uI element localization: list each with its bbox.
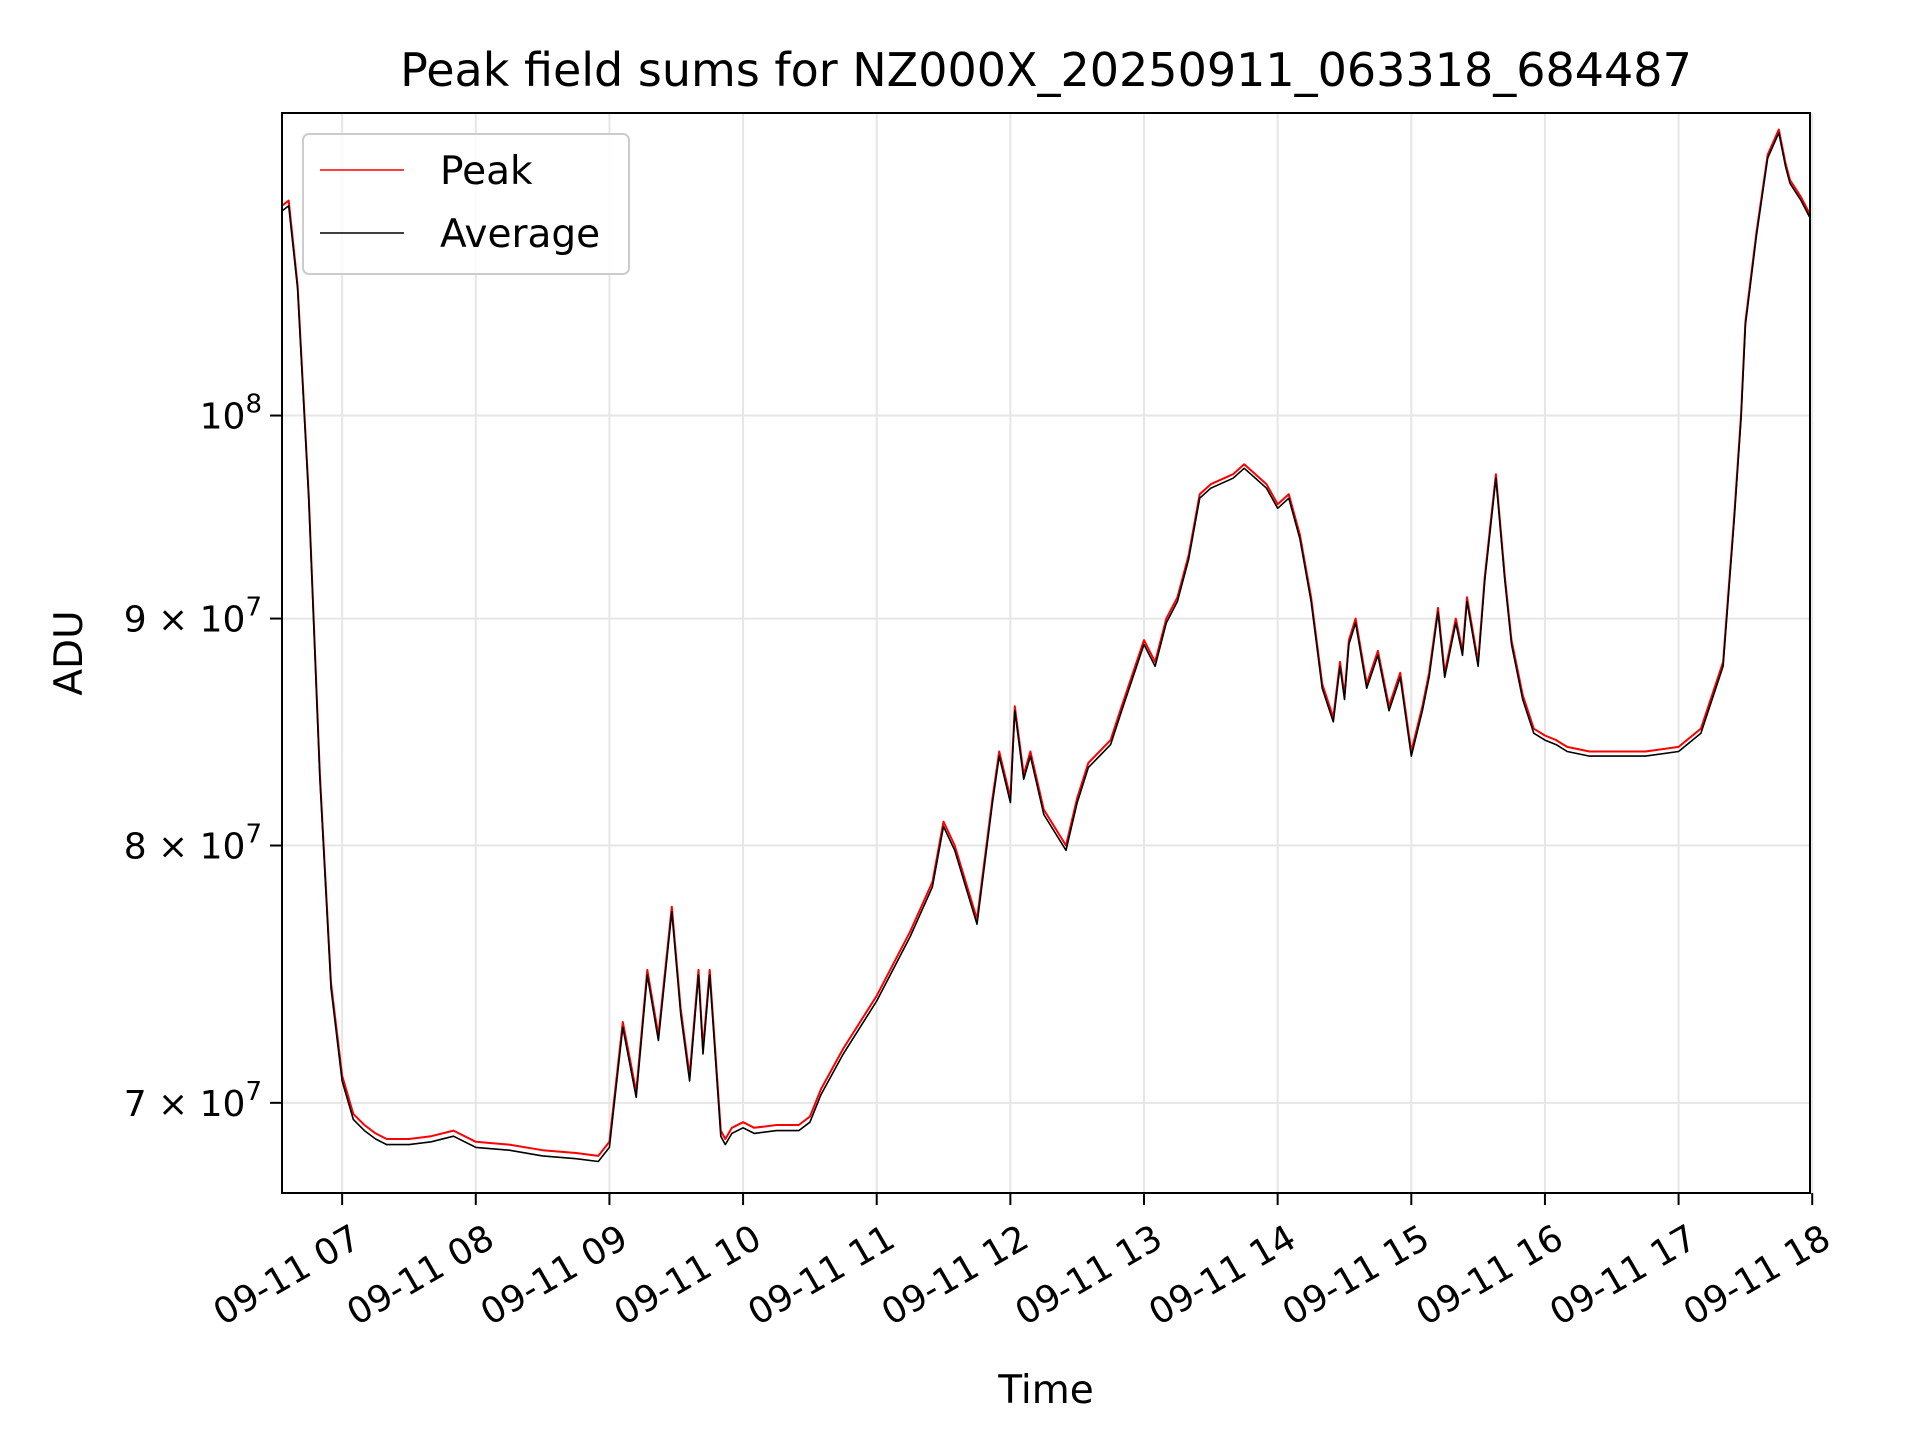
x-tick-label: 09-11 12 [875, 1217, 1036, 1333]
plot-frame [281, 112, 1811, 1194]
x-tick-label: 09-11 11 [741, 1217, 902, 1333]
y-axis-label: ADU [47, 610, 92, 695]
legend: Peak Average [302, 133, 630, 275]
x-axis-label: Time [997, 1368, 1093, 1413]
legend-box [302, 133, 630, 275]
x-tick-label: 09-11 18 [1677, 1217, 1838, 1333]
grid [282, 113, 1814, 1193]
x-tick-label: 09-11 16 [1410, 1217, 1571, 1333]
series-line-peak [282, 128, 1810, 1157]
chart-title: Peak field sums for NZ000X_20250911_0633… [400, 43, 1692, 97]
x-tick-label: 09-11 15 [1276, 1217, 1437, 1333]
x-tick-label: 09-11 08 [340, 1217, 501, 1333]
x-tick-label: 09-11 07 [207, 1217, 368, 1333]
y-axis: 7 × 107 8 × 107 9 × 107 108 [124, 390, 282, 1125]
x-tick-label: 09-11 13 [1009, 1217, 1170, 1333]
x-tick-label: 09-11 17 [1543, 1217, 1704, 1333]
x-tick-label: 09-11 14 [1142, 1217, 1303, 1333]
series-line-average [282, 132, 1810, 1163]
y-tick-label: 9 × 107 [124, 593, 262, 641]
y-tick-label: 8 × 107 [124, 820, 262, 868]
x-tick-label: 09-11 10 [608, 1217, 769, 1333]
legend-label-average: Average [440, 212, 600, 257]
x-tick-label: 09-11 09 [474, 1217, 635, 1333]
series-group [282, 128, 1810, 1163]
y-tick-label: 7 × 107 [124, 1077, 262, 1125]
y-tick-label: 108 [200, 390, 262, 438]
legend-label-peak: Peak [440, 149, 533, 194]
